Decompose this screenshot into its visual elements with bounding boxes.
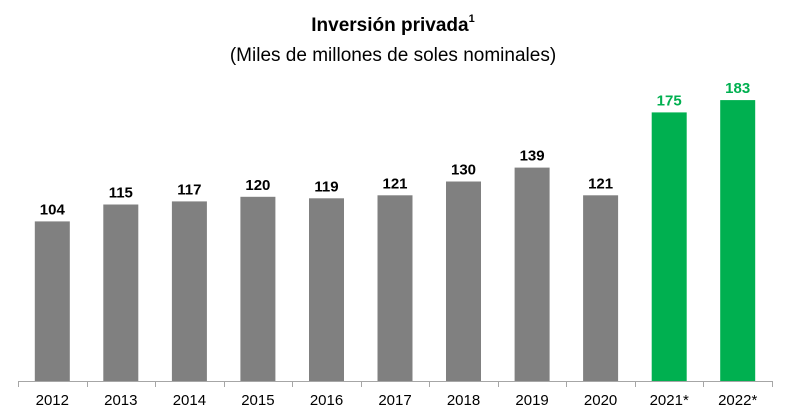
data-label-2017: 121	[382, 175, 407, 192]
x-tick-label-2019: 2019	[515, 392, 548, 409]
bar-2021*	[651, 112, 687, 382]
bar-2015	[240, 196, 276, 381]
x-tick-label-2013: 2013	[104, 392, 137, 409]
x-tick-label-2018: 2018	[447, 392, 480, 409]
data-label-2022*: 183	[725, 80, 750, 97]
data-label-2021*: 175	[657, 92, 682, 109]
x-tick-label-2017: 2017	[378, 392, 411, 409]
bar-2018	[446, 181, 481, 381]
bar-2017	[377, 195, 413, 381]
x-tick-label-2014: 2014	[173, 392, 206, 409]
data-label-2018: 130	[451, 162, 476, 179]
bar-2012	[34, 221, 70, 381]
data-label-2020: 121	[588, 175, 613, 192]
x-tick-label-2016: 2016	[310, 392, 343, 409]
bar-2013	[103, 204, 139, 381]
data-label-2015: 120	[245, 177, 270, 194]
bar-2016	[309, 198, 344, 381]
x-tick-label-2015: 2015	[241, 392, 274, 409]
chart-subtitle: (Miles de millones de soles nominales)	[229, 45, 557, 66]
chart-title-block: Inversión privada1 (Miles de millones de…	[0, 6, 786, 69]
bar-2020	[583, 195, 619, 381]
x-tick-label-2022*: 2022*	[718, 392, 757, 409]
data-label-2019: 139	[520, 148, 545, 165]
data-label-2012: 104	[40, 201, 66, 218]
bar-2019	[514, 167, 550, 381]
bar-2022*	[720, 100, 756, 381]
data-label-2013: 115	[109, 185, 133, 202]
chart-title-footnote-marker: 1	[468, 13, 475, 25]
x-tick-label-2021*: 2021*	[650, 392, 689, 409]
chart-title: Inversión privada1	[0, 6, 786, 39]
data-label-2014: 117	[177, 181, 201, 198]
x-tick-label-2020: 2020	[584, 392, 617, 409]
chart-title-text: Inversión privada	[311, 15, 469, 36]
data-label-2016: 119	[314, 178, 338, 195]
x-tick-label-2012: 2012	[36, 392, 69, 409]
bar-2014	[171, 201, 207, 381]
